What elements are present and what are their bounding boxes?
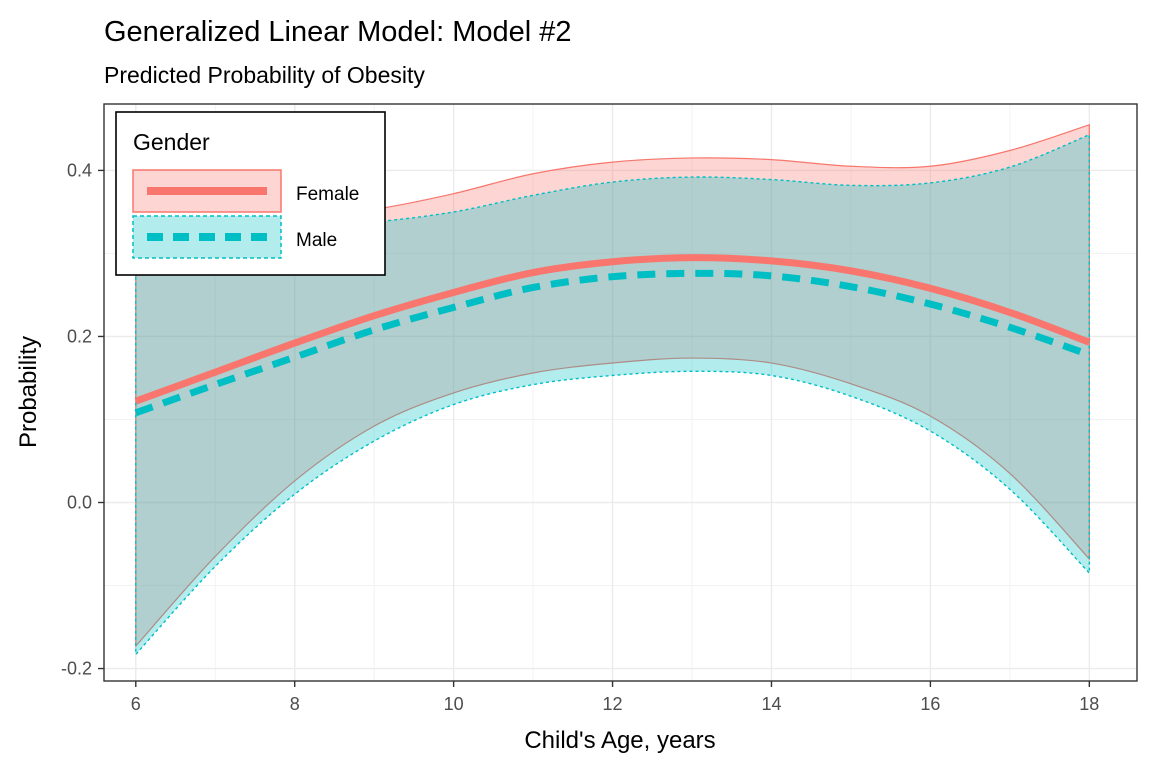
chart-subtitle: Predicted Probability of Obesity <box>104 62 425 88</box>
x-tick-label: 14 <box>761 694 781 714</box>
y-axis: -0.2 0.0 0.2 0.4 <box>61 160 104 679</box>
y-axis-title: Probability <box>15 336 42 448</box>
x-tick-label: 10 <box>444 694 464 714</box>
x-axis-title: Child's Age, years <box>524 727 715 754</box>
x-axis: 6 8 10 12 14 16 18 <box>131 681 1099 714</box>
x-tick-label: 18 <box>1079 694 1099 714</box>
legend-key-female <box>132 169 282 213</box>
legend-title: Gender <box>133 129 210 155</box>
y-tick-label: 0.0 <box>67 493 92 513</box>
fit-line-male <box>134 269 1091 417</box>
x-tick-label: 16 <box>920 694 940 714</box>
panel-border <box>103 103 1138 682</box>
x-tick-label: 12 <box>603 694 623 714</box>
y-tick-label: -0.2 <box>61 659 92 679</box>
fit-lines <box>134 254 1091 417</box>
x-tick-label: 6 <box>131 694 141 714</box>
x-tick-label: 8 <box>290 694 300 714</box>
fit-line-female <box>134 254 1091 405</box>
legend: Gender Female Male <box>115 111 386 276</box>
legend-key-male <box>132 215 282 259</box>
chart-title: Generalized Linear Model: Model #2 <box>104 16 572 48</box>
y-tick-label: 0.2 <box>67 326 92 346</box>
y-tick-label: 0.4 <box>67 160 92 180</box>
legend-label-male: Male <box>296 230 337 251</box>
legend-label-female: Female <box>296 184 359 205</box>
